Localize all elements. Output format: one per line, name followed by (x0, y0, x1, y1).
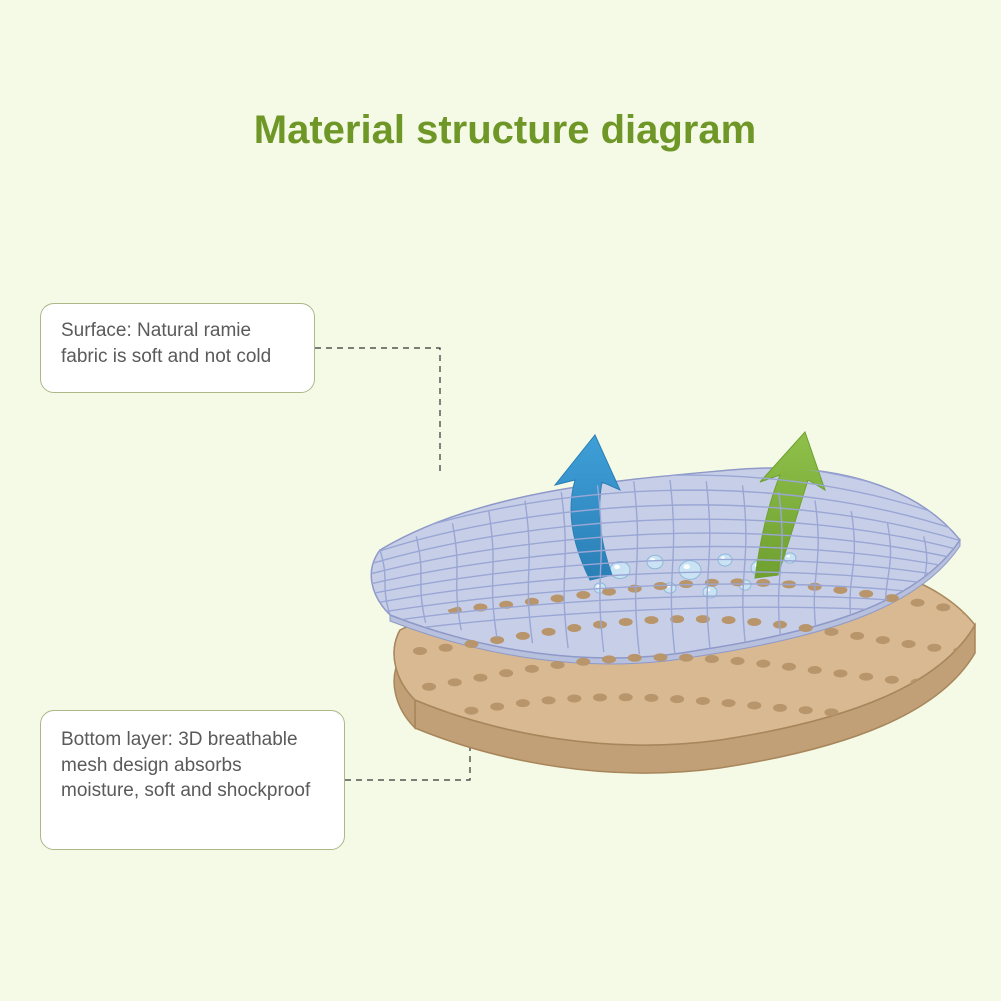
mesh-holes (413, 543, 976, 724)
mesh-layer (394, 558, 975, 745)
callout-bottom: Bottom layer: 3D breathable mesh design … (40, 710, 345, 850)
page-title: Material structure diagram (195, 108, 815, 153)
surface-fabric (371, 468, 960, 658)
callout-bottom-text: Bottom layer: 3D breathable mesh design … (61, 727, 324, 804)
leader-surface (315, 348, 440, 476)
blue-arrow (555, 435, 620, 580)
mesh-layer-side (394, 625, 975, 773)
canvas: Material structure diagram Surface: Natu… (0, 0, 1001, 1001)
material-layers (371, 432, 975, 773)
surface-edge (390, 540, 960, 664)
gingham-grid (370, 444, 970, 655)
green-arrow (755, 432, 825, 578)
leader-bottom (345, 672, 470, 780)
water-droplets (594, 553, 796, 598)
callout-surface-text: Surface: Natural ramie fabric is soft an… (61, 318, 294, 369)
callout-surface: Surface: Natural ramie fabric is soft an… (40, 303, 315, 393)
